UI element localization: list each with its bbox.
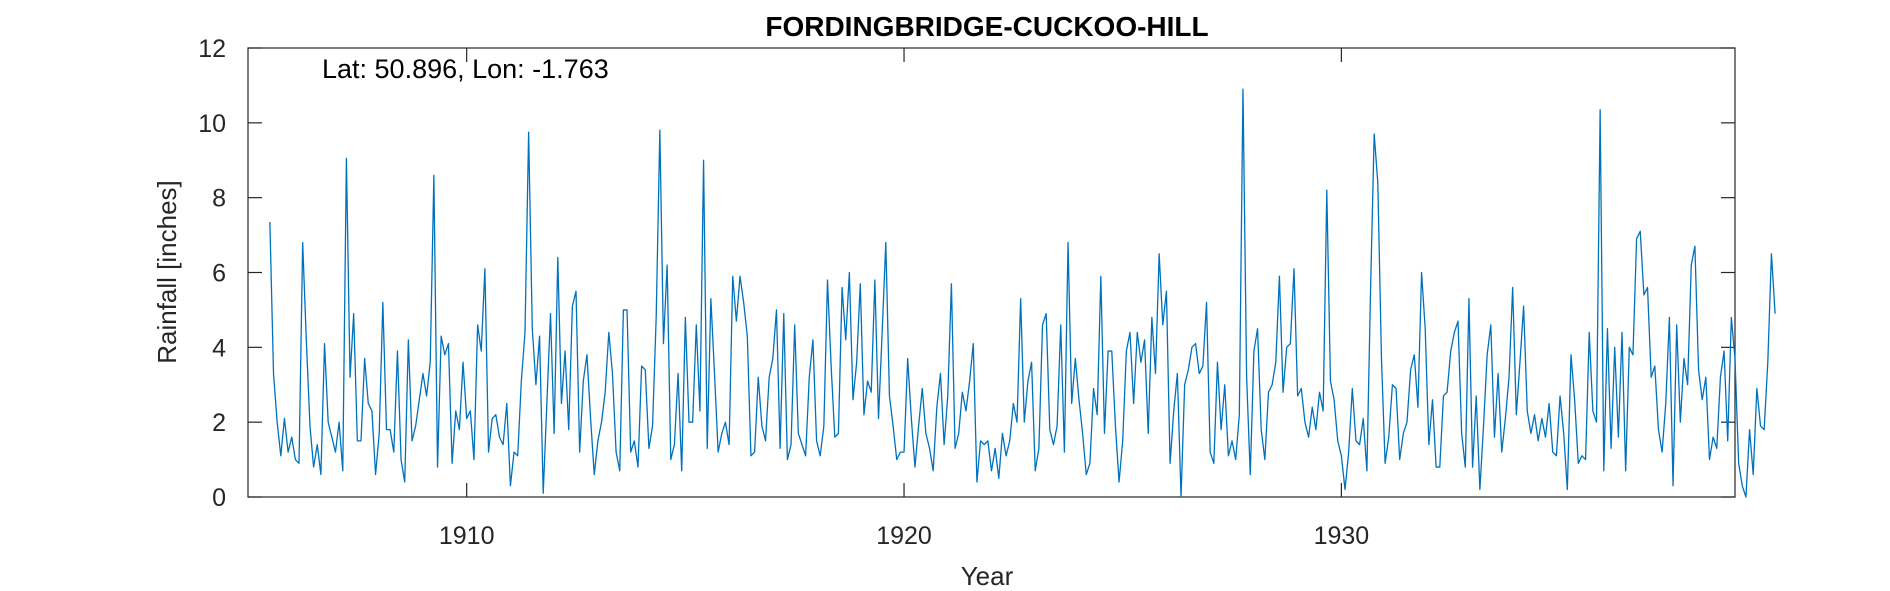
y-tick-label: 8 (212, 185, 226, 213)
x-axis-ticks: 1910 1920 1930 (439, 48, 1369, 550)
y-tick-label: 6 (212, 260, 226, 288)
x-tick-label: 1920 (876, 522, 932, 550)
chart-title: FORDINGBRIDGE-CUCKOO-HILL (765, 11, 1208, 42)
y-tick-label: 2 (212, 409, 226, 437)
plot-frame (247, 47, 1736, 498)
location-annotation: Lat: 50.896, Lon: -1.763 (322, 54, 609, 84)
y-tick-label: 10 (198, 110, 226, 138)
y-axis-ticks: 0 2 4 6 8 10 12 (198, 35, 1735, 512)
x-tick-label: 1910 (439, 522, 495, 550)
x-tick-label: 1930 (1314, 522, 1370, 550)
x-axis-label: Year (961, 561, 1014, 591)
y-tick-label: 12 (198, 35, 226, 63)
plot-area: 0 2 4 6 8 10 12 1910 1920 1930 (198, 35, 1776, 550)
y-tick-label: 0 (212, 484, 226, 512)
y-tick-label: 4 (212, 334, 226, 362)
y-axis-label: Rainfall [inches] (152, 180, 182, 364)
rainfall-series-line (269, 88, 1776, 498)
